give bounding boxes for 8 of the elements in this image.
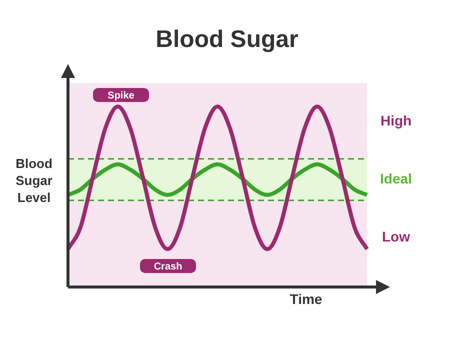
text: High — [380, 112, 412, 128]
y-axis-title: Blood Sugar Level — [14, 155, 54, 206]
annotation: Crash — [154, 261, 182, 272]
chart-title: Blood Sugar — [154, 26, 300, 54]
text: Low — [382, 228, 410, 244]
band-label: Ideal — [380, 170, 412, 186]
text: Spike — [108, 90, 135, 102]
x-axis-title: Time — [288, 291, 324, 307]
